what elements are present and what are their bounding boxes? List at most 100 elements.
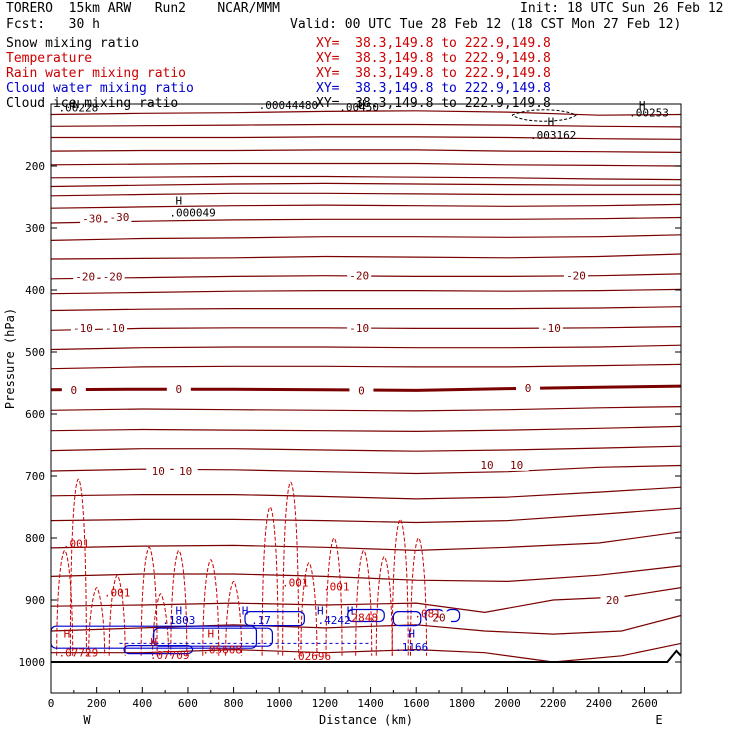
y-tick-label: 200 [25, 160, 45, 173]
high-marker: H [64, 627, 71, 640]
temperature-label-bg [347, 321, 372, 334]
cloud-water-contour [153, 627, 274, 647]
x-tick-label: 1800 [449, 697, 476, 710]
rain-water-contour [391, 518, 409, 656]
temperature-contour [50, 216, 682, 224]
rain-water-contour [108, 574, 126, 656]
cloud-ice-contour [511, 109, 577, 122]
temperature-label-bg [564, 269, 588, 282]
rain-water-label: .2848 [345, 611, 378, 624]
legend-rain-label: Rain water mixing ratio [6, 66, 187, 81]
x-tick-label: 800 [224, 697, 244, 710]
y-tick-label: 400 [25, 284, 45, 297]
west-label: W [83, 713, 91, 727]
cloud-ice-label: .000049 [169, 207, 215, 220]
temperature-contour [50, 425, 682, 433]
model-title: TORERO 15km ARW Run2 NCAR/MMM [6, 1, 280, 16]
high-marker: H [548, 115, 555, 128]
temperature-label-bg [427, 611, 452, 624]
temperature-contour [50, 123, 682, 128]
temperature-label-bg [516, 381, 541, 394]
rain-water-contour [375, 556, 393, 656]
cloud-water-contours [50, 608, 461, 655]
forecast-hour: Fcst: 30 h [6, 17, 100, 32]
temperature-contour [50, 203, 682, 209]
y-tick-label: 700 [25, 470, 45, 483]
cloud-ice-label: .00253 [629, 107, 669, 120]
temperature-contour [50, 445, 682, 452]
temperature-label-bg [166, 383, 191, 396]
temperature-contour [50, 149, 682, 153]
temperature-contour [50, 486, 682, 500]
rain-water-label: .02696 [291, 650, 331, 663]
temperature-label-bg [146, 465, 171, 478]
rain-water-contour [88, 587, 106, 656]
rain-water-contour [202, 559, 220, 656]
temperature-label: 0 [525, 382, 532, 395]
temperature-contour [50, 363, 682, 370]
rain-water-contour [170, 549, 188, 656]
rain-water-label: .07729 [59, 647, 99, 660]
y-tick-label: 1000 [19, 656, 46, 669]
cloud-water-label: .1166 [395, 641, 428, 654]
temperature-label: -30 [82, 213, 102, 226]
cloud-water-label: .17 [251, 614, 271, 627]
temperature-contour [50, 306, 682, 312]
temperature-contour [50, 234, 682, 241]
cloud-ice-label: .00228 [59, 102, 99, 115]
temperature-label: 10 [510, 459, 523, 472]
temperature-contour [50, 288, 682, 295]
temperature-label-bg [102, 321, 127, 334]
x-tick-label: 200 [87, 697, 107, 710]
x-axis-label: Distance (km) [319, 713, 413, 727]
temperature-contour [50, 344, 682, 351]
legend-cloud-water-xy: XY= 38.3,149.8 to 222.9,149.8 [316, 81, 551, 96]
temperature-label: 0 [358, 384, 365, 397]
temperature-label-bg [600, 594, 625, 606]
y-tick-label: 500 [25, 346, 45, 359]
temperature-label-bg [349, 384, 374, 397]
cloud-ice-contours [511, 109, 577, 122]
rain-water-contour [355, 549, 373, 656]
temperature-label-bg [504, 458, 529, 471]
rain-water-label: .001 [323, 580, 350, 593]
y-tick-label: 800 [25, 532, 45, 545]
x-tick-label: 1200 [312, 697, 339, 710]
y-tick-label: 900 [25, 594, 45, 607]
temperature-label-bg [100, 270, 125, 283]
east-label: E [655, 713, 662, 727]
cloud-water-contour [392, 610, 422, 627]
temperature-label: 20 [606, 594, 619, 607]
y-tick-label: 600 [25, 408, 45, 421]
x-tick-label: 2200 [540, 697, 567, 710]
temperature-label: -10 [105, 322, 125, 335]
temperature-label: -30 [110, 211, 130, 224]
temperature-label: 0 [71, 384, 78, 397]
high-marker: H [242, 605, 249, 618]
temperature-contour [50, 182, 681, 188]
rain-water-contour [261, 506, 279, 656]
legend-cloud-water-label: Cloud water mixing ratio [6, 81, 194, 96]
temperature-label-bg [61, 383, 86, 396]
legend-rain-xy: XY= 38.3,149.8 to 222.9,149.8 [316, 66, 551, 81]
x-tick-label: 1400 [357, 697, 384, 710]
temperature-contour [50, 192, 681, 197]
rain-water-label: .081 [414, 608, 441, 621]
temperature-contour [50, 110, 682, 116]
rain-water-label: .05608 [202, 644, 242, 657]
cloud-water-label: .1803 [162, 614, 195, 627]
temperature-label: 10 [152, 465, 165, 478]
x-tick-label: 2400 [586, 697, 613, 710]
temperature-contour [50, 464, 682, 475]
temperature-label-bg [107, 210, 132, 223]
rain-water-contours [56, 478, 427, 656]
rain-water-label: .07709 [150, 649, 190, 662]
rain-water-contour [300, 562, 318, 656]
rain-water-contour [410, 537, 427, 656]
temperature-contour [50, 253, 682, 260]
terrain-line [51, 649, 682, 663]
x-tick-label: 600 [178, 697, 198, 710]
legend-temperature-label: Temperature [6, 51, 93, 66]
temperature-label: -10 [541, 322, 561, 335]
